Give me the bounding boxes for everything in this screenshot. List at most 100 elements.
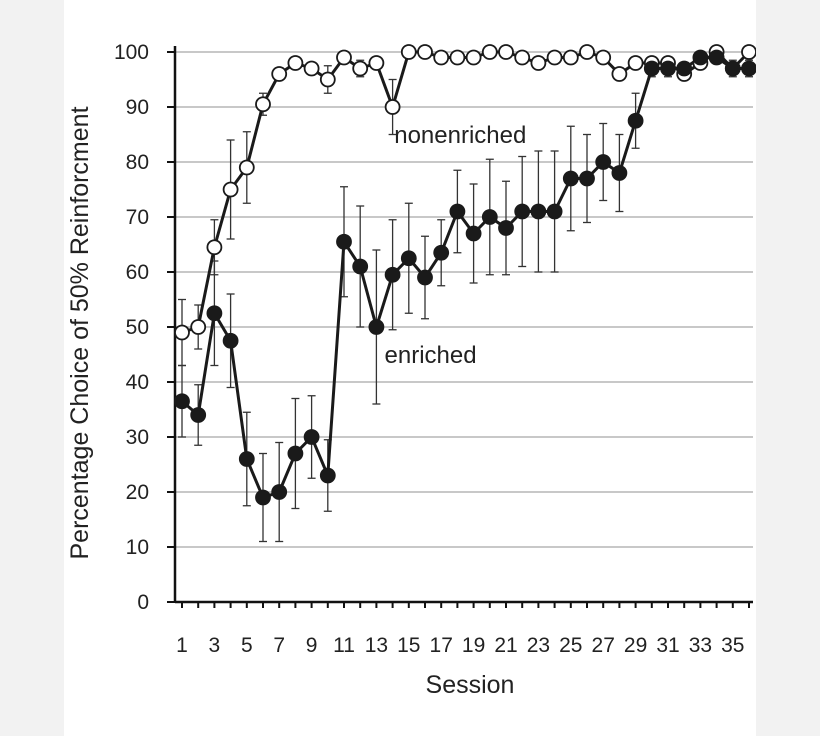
x-tick-label: 15 <box>397 634 420 657</box>
data-point-enriched <box>190 407 207 423</box>
data-point-enriched <box>303 429 320 445</box>
data-point-enriched <box>562 170 579 187</box>
y-tick-label: 40 <box>126 371 149 394</box>
x-tick-label: 23 <box>527 634 550 657</box>
data-point-enriched <box>692 49 709 66</box>
data-point-enriched <box>400 250 417 267</box>
y-tick-label: 90 <box>126 96 149 119</box>
x-tick-label: 17 <box>430 634 453 657</box>
data-point-enriched <box>514 203 531 220</box>
data-point-nonenriched <box>627 55 644 71</box>
data-point-nonenriched <box>303 60 320 77</box>
x-tick-label: 11 <box>333 634 355 657</box>
data-point-enriched <box>530 203 547 220</box>
data-point-enriched <box>724 60 741 77</box>
data-point-nonenriched <box>352 60 369 77</box>
data-point-nonenriched <box>465 49 482 66</box>
annotation-enriched: enriched <box>385 342 477 369</box>
data-point-enriched <box>546 203 563 220</box>
data-point-enriched <box>352 258 369 275</box>
data-point-enriched <box>611 165 628 181</box>
data-point-enriched <box>676 60 693 77</box>
y-axis-title: Percentage Choice of 50% Reinforcment <box>66 106 94 559</box>
data-point-enriched <box>579 170 595 187</box>
y-tick-label: 0 <box>137 591 149 614</box>
y-tick-label: 80 <box>126 151 149 174</box>
data-point-nonenriched <box>562 49 579 66</box>
data-point-enriched <box>238 451 255 467</box>
data-point-nonenriched <box>255 96 271 113</box>
series-annotations: nonenriched enriched <box>385 122 527 369</box>
y-tick-label: 50 <box>126 316 149 339</box>
y-tick-labels: 0 10 20 30 40 50 60 70 80 90 100 <box>114 41 149 614</box>
y-tick-label: 20 <box>126 481 149 504</box>
data-point-enriched <box>498 220 514 236</box>
data-point-nonenriched <box>400 44 417 60</box>
data-point-enriched <box>627 112 644 129</box>
data-point-nonenriched <box>174 324 190 341</box>
data-point-nonenriched <box>336 49 352 66</box>
annotation-nonenriched: nonenriched <box>394 122 526 149</box>
axes <box>167 46 753 608</box>
data-point-enriched <box>481 209 498 225</box>
x-tick-label: 7 <box>273 634 285 657</box>
data-point-nonenriched <box>530 55 547 71</box>
data-point-enriched <box>643 60 660 77</box>
x-tick-label: 1 <box>176 634 188 657</box>
data-point-nonenriched <box>368 55 385 71</box>
data-points <box>174 44 756 506</box>
data-point-nonenriched <box>433 49 450 66</box>
data-point-enriched <box>465 225 482 242</box>
data-point-nonenriched <box>579 44 595 60</box>
y-tick-label: 100 <box>114 41 149 64</box>
data-point-enriched <box>449 203 466 220</box>
data-point-enriched <box>287 445 304 462</box>
x-tick-label: 33 <box>689 634 712 657</box>
data-point-enriched <box>433 244 450 261</box>
data-point-enriched <box>336 233 352 250</box>
data-point-nonenriched <box>498 44 514 60</box>
data-point-nonenriched <box>287 55 304 71</box>
data-point-nonenriched <box>238 159 255 176</box>
data-point-nonenriched <box>514 49 531 66</box>
x-tick-label: 27 <box>592 634 615 657</box>
data-point-enriched <box>660 60 676 77</box>
x-tick-label: 5 <box>241 634 253 657</box>
series-lines <box>181 50 751 500</box>
data-point-nonenriched <box>449 49 466 66</box>
x-tick-label: 21 <box>494 634 517 657</box>
data-point-enriched <box>708 49 725 66</box>
data-point-nonenriched <box>611 66 628 82</box>
data-point-enriched <box>368 319 385 335</box>
data-point-enriched <box>255 489 271 506</box>
data-point-enriched <box>271 484 288 500</box>
chart-figure: 0 10 20 30 40 50 60 70 80 90 100 1 3 5 7 9 11 13 15 17 19 21… <box>64 0 756 736</box>
data-point-nonenriched <box>190 319 207 335</box>
x-tick-label: 25 <box>559 634 582 657</box>
data-point-nonenriched <box>271 66 288 82</box>
data-point-enriched <box>174 393 190 410</box>
data-point-nonenriched <box>595 49 612 66</box>
x-tick-labels: 1 3 5 7 9 11 13 15 17 19 21 23 25 27 29 31 33 35 <box>176 634 744 657</box>
y-tick-label: 70 <box>126 206 149 229</box>
x-tick-label: 29 <box>624 634 647 657</box>
data-point-nonenriched <box>417 44 433 60</box>
data-point-enriched <box>384 266 401 283</box>
data-point-nonenriched <box>222 181 239 198</box>
y-tick-label: 10 <box>126 536 149 559</box>
x-axis-title: Session <box>426 671 515 699</box>
data-point-nonenriched <box>206 239 223 256</box>
data-point-nonenriched <box>741 44 756 60</box>
data-point-enriched <box>417 269 433 286</box>
data-point-enriched <box>319 467 336 484</box>
series-line-nonenriched <box>181 50 751 334</box>
data-point-enriched <box>222 332 239 349</box>
data-point-enriched <box>206 305 223 322</box>
data-point-nonenriched <box>319 71 336 88</box>
x-tick-label: 3 <box>209 634 221 657</box>
y-tick-label: 30 <box>126 426 149 449</box>
data-point-nonenriched <box>481 44 498 60</box>
x-tick-label: 13 <box>365 634 388 657</box>
y-tick-label: 60 <box>126 261 149 284</box>
x-tick-label: 19 <box>462 634 485 657</box>
